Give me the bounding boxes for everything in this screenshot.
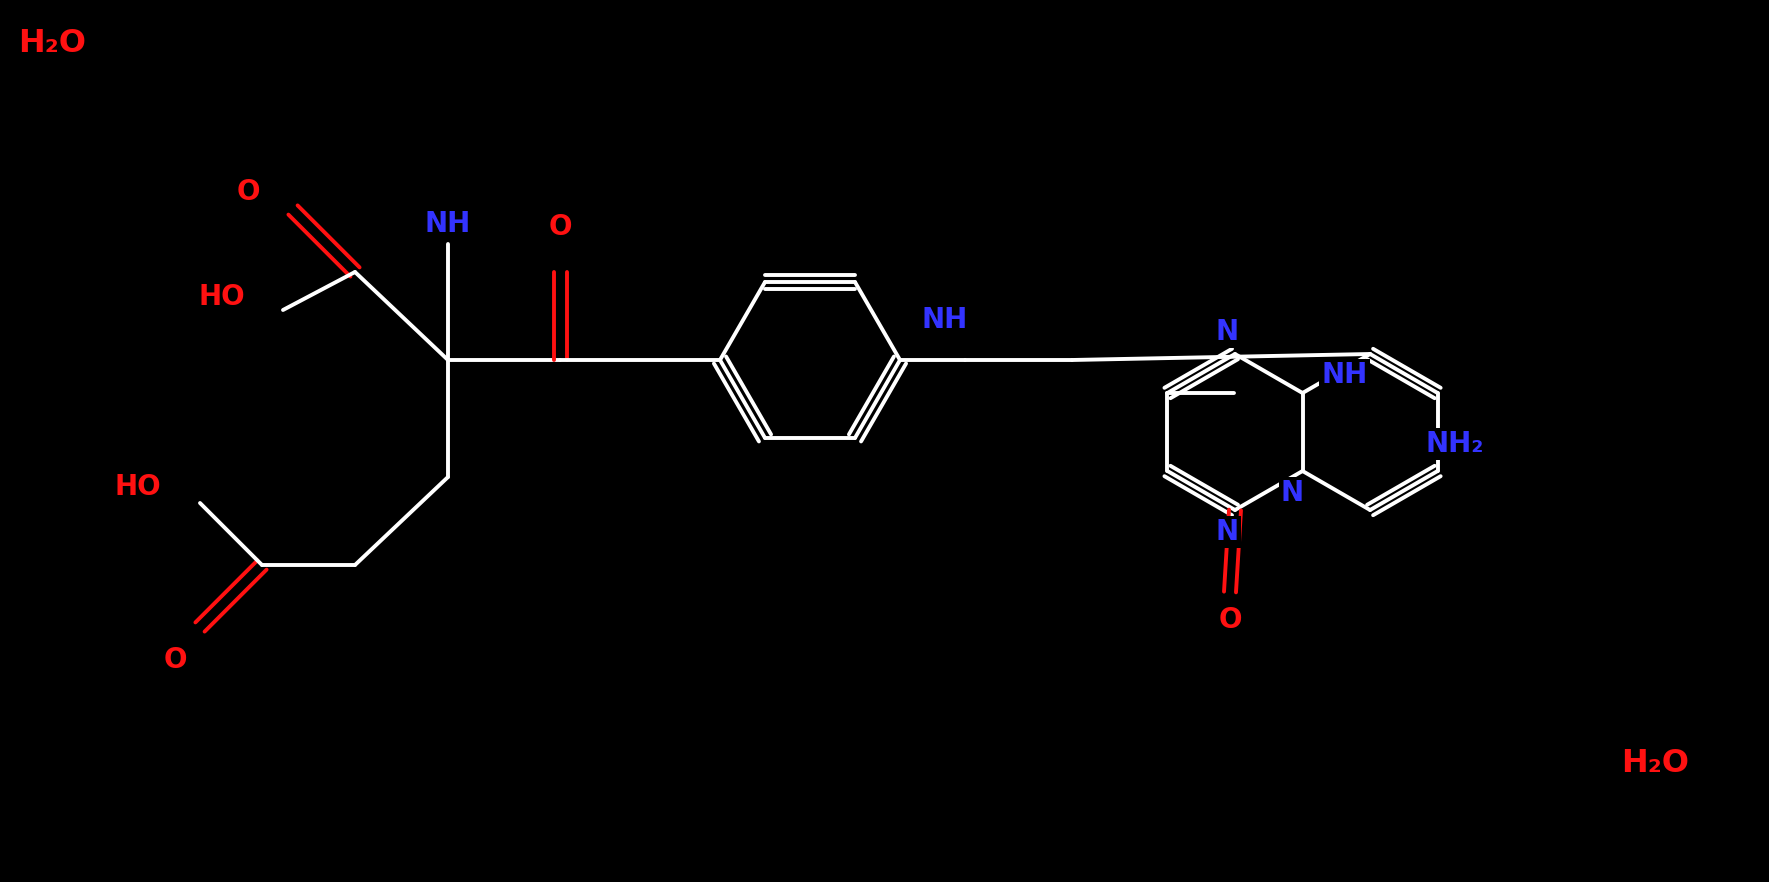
Text: NH: NH <box>1321 361 1367 389</box>
Text: NH: NH <box>425 210 471 238</box>
Text: H₂O: H₂O <box>1620 749 1689 780</box>
Text: O: O <box>163 646 188 674</box>
Text: HO: HO <box>198 283 246 311</box>
Text: N: N <box>1281 479 1304 507</box>
Text: HO: HO <box>115 473 161 501</box>
Text: N: N <box>1215 518 1238 546</box>
Text: H₂O: H₂O <box>18 28 87 59</box>
Text: NH: NH <box>922 306 968 334</box>
Text: O: O <box>237 178 260 206</box>
Text: O: O <box>548 213 571 241</box>
Text: N: N <box>1215 318 1238 346</box>
Text: NH₂: NH₂ <box>1426 430 1484 458</box>
Text: O: O <box>1219 606 1242 634</box>
